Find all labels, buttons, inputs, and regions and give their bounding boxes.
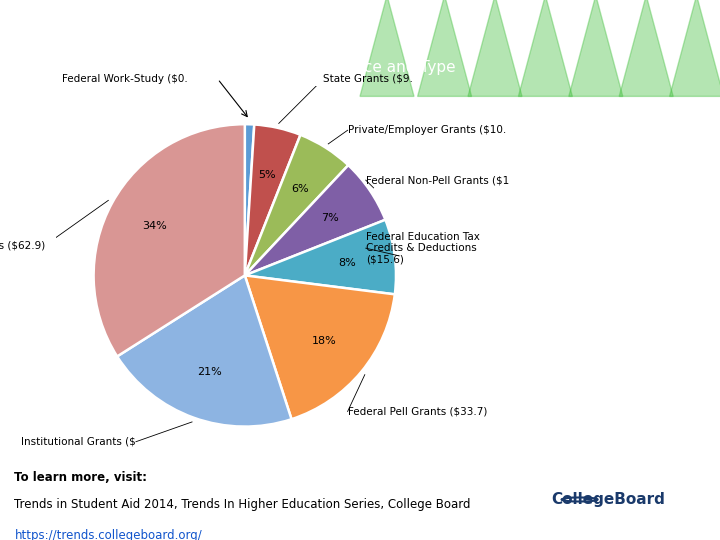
Wedge shape: [94, 124, 245, 356]
Text: 2013-14 Undergraduate Student Aid by Source and Type: 2013-14 Undergraduate Student Aid by Sou…: [22, 60, 455, 75]
Text: Trends in Student Aid 2014, Trends In Higher Education Series, College Board: Trends in Student Aid 2014, Trends In Hi…: [14, 498, 471, 511]
Text: Federal Non-Pell Grants ($1: Federal Non-Pell Grants ($1: [366, 175, 509, 185]
Polygon shape: [518, 0, 572, 96]
Text: Federal Work-Study ($0.: Federal Work-Study ($0.: [62, 74, 187, 84]
Polygon shape: [360, 0, 414, 96]
Text: 18%: 18%: [312, 336, 336, 346]
Text: 34%: 34%: [143, 221, 167, 231]
Wedge shape: [245, 220, 396, 294]
Polygon shape: [670, 0, 720, 96]
Text: Federal Loans ($62.9): Federal Loans ($62.9): [0, 240, 45, 250]
Text: State Grants ($9.: State Grants ($9.: [323, 74, 413, 84]
Polygon shape: [619, 0, 673, 96]
Text: Private/Employer Grants ($10.: Private/Employer Grants ($10.: [348, 125, 506, 135]
Text: To learn more, visit:: To learn more, visit:: [14, 471, 148, 484]
Text: Federal Pell Grants ($33.7): Federal Pell Grants ($33.7): [348, 407, 487, 416]
Text: 7%: 7%: [321, 213, 338, 222]
Text: 6%: 6%: [291, 184, 309, 193]
Text: 21%: 21%: [197, 367, 222, 377]
Text: 5%: 5%: [258, 170, 276, 180]
Wedge shape: [245, 275, 395, 419]
Wedge shape: [245, 135, 348, 275]
Text: Financial Aid: Financial Aid: [22, 20, 223, 48]
Polygon shape: [418, 0, 472, 96]
Wedge shape: [245, 124, 254, 275]
Wedge shape: [245, 125, 300, 275]
Text: Institutional Grants ($: Institutional Grants ($: [21, 437, 136, 447]
Polygon shape: [569, 0, 623, 96]
Text: CollegeBoard: CollegeBoard: [552, 492, 665, 507]
Text: Federal Education Tax
Credits & Deductions
($15.6): Federal Education Tax Credits & Deductio…: [366, 232, 480, 265]
Text: 8%: 8%: [338, 258, 356, 267]
Wedge shape: [117, 275, 292, 427]
Wedge shape: [245, 165, 385, 275]
Text: https://trends.collegeboard.org/: https://trends.collegeboard.org/: [14, 529, 202, 540]
Polygon shape: [468, 0, 522, 96]
